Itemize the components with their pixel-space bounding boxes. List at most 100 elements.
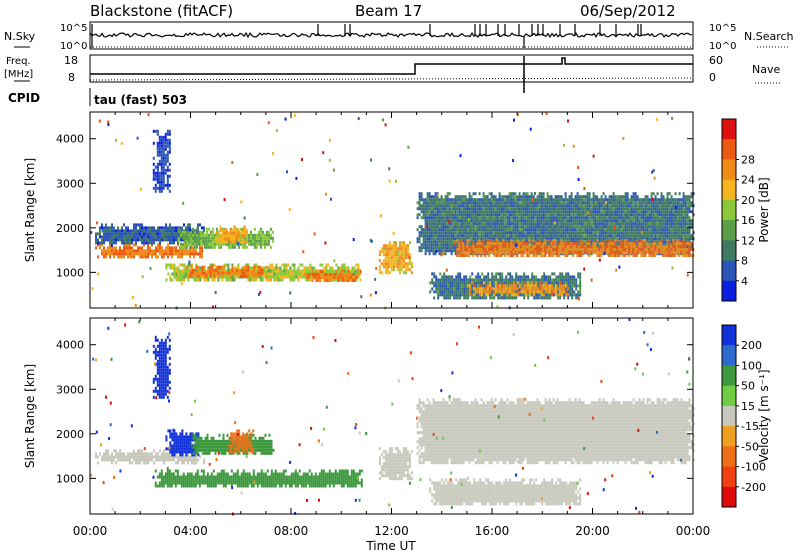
heatmap-cell [682, 237, 685, 241]
heatmap-cell [674, 219, 677, 223]
heatmap-cell [145, 252, 147, 256]
heatmap-cell [283, 272, 286, 276]
heatmap-cell [612, 216, 615, 220]
heatmap-cell [506, 213, 509, 217]
heatmap-cell [532, 225, 535, 229]
heatmap-cell [520, 222, 523, 226]
heatmap-cell [177, 266, 180, 270]
heatmap-cell [536, 207, 539, 211]
heatmap-cell [426, 240, 429, 244]
heatmap-cell [217, 231, 220, 235]
heatmap-cell [446, 246, 449, 250]
heatmap-cell [562, 204, 565, 208]
heatmap-cell [622, 207, 625, 211]
heatmap-cell [660, 234, 663, 238]
heatmap-cell [624, 239, 627, 242]
heatmap-cell [520, 201, 523, 205]
heatmap-cell [199, 239, 202, 243]
heatmap-cell [187, 223, 189, 227]
heatmap-cell [672, 207, 675, 211]
heatmap-cell [476, 231, 479, 235]
heatmap-cell [426, 201, 429, 205]
heatmap-cell [235, 271, 238, 275]
heatmap-cell [301, 275, 304, 279]
heatmap-cell [596, 198, 599, 202]
heatmap-cell [99, 241, 101, 245]
heatmap-cell [500, 251, 503, 254]
heatmap-cell [402, 241, 405, 245]
heatmap-cell [494, 210, 497, 214]
heatmap-cell [536, 204, 539, 208]
heatmap-cell [189, 245, 192, 249]
heatmap-cell [560, 222, 563, 226]
heatmap-cell [466, 251, 469, 254]
heatmap-cell [600, 210, 603, 214]
heatmap-cell [378, 250, 381, 254]
heatmap-cell [548, 231, 551, 235]
heatmap-cell [162, 159, 165, 163]
heatmap-cell [492, 225, 495, 229]
heatmap-cell [628, 245, 631, 248]
heatmap-cell [506, 216, 509, 220]
heatmap-cell [538, 225, 541, 229]
heatmap-cell [153, 229, 155, 233]
heatmap-cell [478, 201, 481, 205]
heatmap-cell [544, 237, 547, 241]
heatmap-cell [576, 210, 579, 214]
heatmap-cell [117, 235, 119, 239]
heatmap-cell [634, 240, 637, 244]
heatmap-cell [315, 276, 318, 280]
heatmap-cell [448, 201, 451, 205]
heatmap-cell [558, 245, 561, 248]
heatmap-cell [602, 234, 605, 238]
heatmap-cell [235, 237, 238, 241]
heatmap-cell [554, 245, 557, 248]
heatmap-cell [277, 275, 280, 279]
heatmap-cell [245, 231, 248, 235]
heatmap-cell [516, 225, 519, 229]
heatmap-cell [464, 207, 467, 211]
heatmap-cell [408, 253, 411, 257]
heatmap-cell [233, 269, 236, 273]
heatmap-cell [674, 210, 677, 214]
heatmap-cell [506, 234, 509, 238]
heatmap-cell [490, 201, 493, 205]
heatmap-cell [680, 213, 683, 217]
heatmap-cell [626, 228, 629, 232]
heatmap-cell [101, 238, 103, 242]
heatmap-cell [612, 251, 615, 254]
heatmap-cell [382, 244, 385, 248]
heatmap-cell [454, 249, 457, 253]
heatmap-cell [658, 219, 661, 223]
heatmap-cell [460, 245, 463, 248]
heatmap-cell [660, 210, 663, 214]
heatmap-cell [488, 234, 491, 238]
heatmap-cell [215, 231, 218, 235]
heatmap-cell [215, 265, 218, 269]
heatmap-cell [616, 207, 619, 211]
heatmap-cell [168, 174, 171, 178]
heatmap-cell [678, 231, 681, 235]
heatmap-cell [556, 243, 559, 247]
heatmap-cell [616, 219, 619, 223]
heatmap-cell [510, 251, 513, 254]
cpid-text: tau (fast) 503 [94, 93, 187, 107]
heatmap-cell [598, 242, 601, 245]
heatmap-cell [386, 250, 389, 254]
heatmap-cell [688, 210, 691, 214]
heatmap-cell [666, 239, 669, 242]
heatmap-cell [532, 201, 535, 205]
heatmap-cell [478, 207, 481, 211]
heatmap-cell [168, 168, 171, 172]
heatmap-cell [644, 225, 647, 229]
heatmap-cell [552, 207, 555, 211]
heatmap-cell [195, 271, 198, 275]
heatmap-cell [632, 201, 635, 205]
heatmap-cell [664, 210, 667, 214]
heatmap-cell [353, 276, 356, 280]
heatmap-cell [480, 216, 483, 220]
heatmap-cell [554, 213, 557, 217]
heatmap-cell [590, 219, 593, 223]
heatmap-cell [259, 265, 262, 269]
heatmap-cell [464, 234, 467, 238]
